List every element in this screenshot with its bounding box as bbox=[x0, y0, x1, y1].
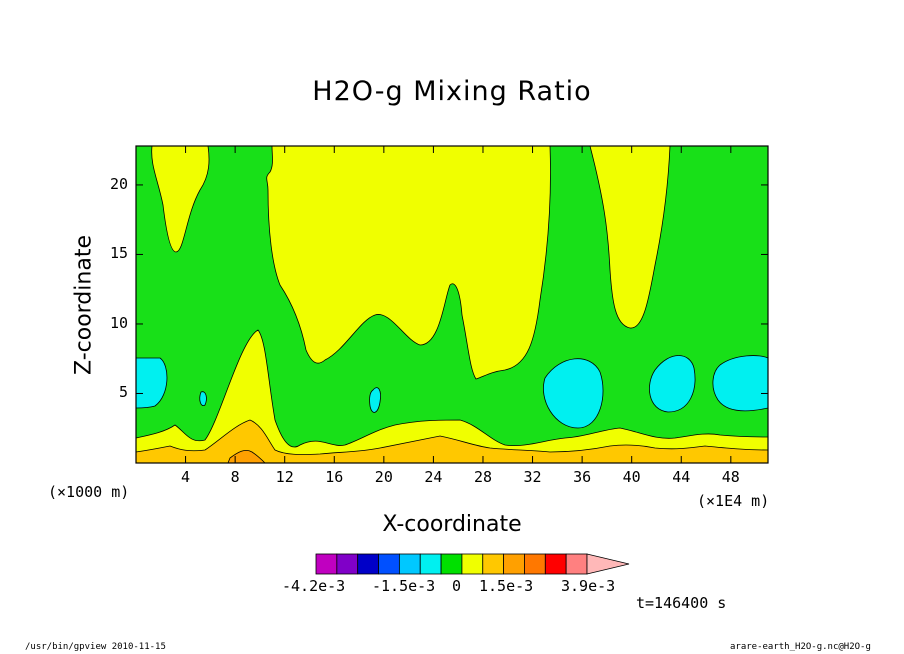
contour-region-cyan-4 bbox=[543, 358, 604, 429]
colorbar-label: -1.5e-3 bbox=[372, 577, 436, 595]
y-tick-label: 15 bbox=[109, 244, 128, 263]
colorbar-segment bbox=[482, 553, 505, 575]
x-tick-label: 32 bbox=[523, 468, 542, 486]
colorbar-segment bbox=[398, 553, 421, 575]
footer-left: /usr/bin/gpview 2010-11-15 bbox=[25, 642, 166, 652]
contour-band-high bbox=[227, 450, 266, 463]
colorbar-extend-arrow bbox=[586, 553, 630, 575]
colorbar-segment bbox=[419, 553, 442, 575]
contour-region-cyan-3 bbox=[369, 387, 381, 413]
colorbar-label: 1.5e-3 bbox=[479, 577, 534, 595]
contour-region-top-center bbox=[266, 146, 551, 380]
contour-fills bbox=[136, 146, 768, 463]
contour-region-top-left bbox=[151, 146, 210, 253]
x-tick-label: 40 bbox=[622, 468, 641, 486]
x-tick-label: 28 bbox=[473, 468, 492, 486]
contour-region-cyan-6 bbox=[712, 355, 768, 412]
colorbar-segment bbox=[440, 553, 463, 575]
x-tick-label: 16 bbox=[325, 468, 344, 486]
footer-right: arare-earth_H2O-g.nc@H2O-g bbox=[730, 642, 871, 652]
y-axis-label: Z-coordinate bbox=[71, 235, 97, 375]
x-tick-label: 8 bbox=[230, 468, 240, 486]
x-tick-label: 20 bbox=[374, 468, 393, 486]
contour-band-low bbox=[136, 329, 768, 463]
contour-region-cyan-2 bbox=[199, 391, 207, 407]
contour-region-cyan-1 bbox=[136, 357, 168, 409]
chart-title: H2O-g Mixing Ratio bbox=[312, 76, 592, 107]
x-tick-label: 12 bbox=[275, 468, 294, 486]
x-tick-label: 48 bbox=[721, 468, 740, 486]
x-tick-label: 36 bbox=[573, 468, 592, 486]
contour-region-cyan-5 bbox=[649, 355, 696, 413]
colorbar-segment bbox=[461, 553, 484, 575]
colorbar-label: 0 bbox=[452, 577, 462, 595]
y-tick-label: 10 bbox=[109, 313, 128, 332]
colorbar-segment bbox=[357, 553, 379, 575]
contour-region-top-right bbox=[589, 146, 671, 329]
x-tick-label: 4 bbox=[181, 468, 191, 486]
colorbar-label: -4.2e-3 bbox=[282, 577, 346, 595]
x-axis-label: X-coordinate bbox=[382, 512, 522, 537]
time-label: t=146400 s bbox=[636, 594, 727, 612]
x-axis-unit-label: (×1000 m) bbox=[48, 483, 130, 501]
y-tick-label: 20 bbox=[109, 174, 128, 193]
colorbar-segment bbox=[378, 553, 400, 575]
colorbar-label: 3.9e-3 bbox=[561, 577, 616, 595]
x-axis-scale-note: (×1E4 m) bbox=[697, 492, 770, 510]
colorbar-segment bbox=[336, 553, 359, 575]
x-tick-label: 44 bbox=[672, 468, 691, 486]
colorbar-segment bbox=[544, 553, 567, 575]
x-tick-label: 24 bbox=[424, 468, 443, 486]
colorbar-segment bbox=[315, 553, 338, 575]
y-tick-label: 5 bbox=[118, 383, 128, 402]
plot-frame bbox=[135, 145, 769, 464]
contour-band-mid bbox=[136, 419, 768, 463]
colorbar-segment bbox=[524, 553, 546, 575]
colorbar-segment bbox=[503, 553, 525, 575]
colorbar-segment bbox=[565, 553, 588, 575]
